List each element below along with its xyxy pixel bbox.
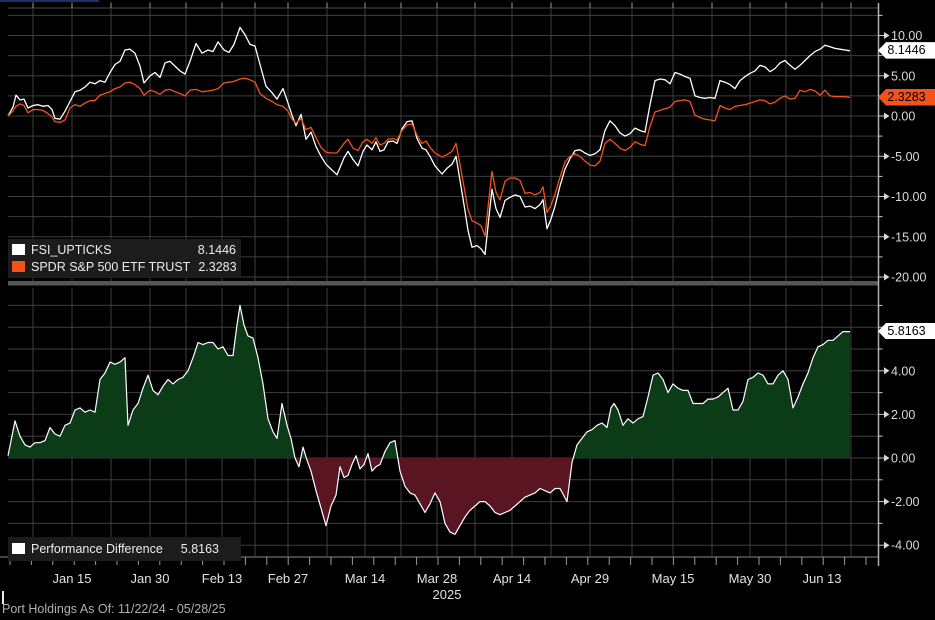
last-value-badge-fsi: 8.1446 [878,42,935,59]
legend-value: 2.3283 [198,259,237,274]
legend-label: SPDR S&P 500 ETF TRUST [31,259,191,274]
cursor-caret [2,591,4,604]
y-tick-arrow-icon [884,273,890,281]
y-tick-arrow-icon [884,498,890,506]
series-line-spdr [7,77,851,237]
y-tick-arrow-icon [884,541,890,549]
y-axis-label: 10.00 [891,29,922,43]
y-tick-arrow-icon [884,112,890,120]
perf-area-negative [8,458,850,535]
legend-value: 5.8163 [180,541,220,556]
y-axis-label: -5.00 [891,150,920,164]
y-axis-label: -2.00 [891,495,920,509]
y-tick-arrow-icon [884,72,890,80]
y-tick-arrow-icon [884,32,890,39]
y-axis-label: -10.00 [891,190,926,204]
legend-item-fsi-upticks[interactable]: FSI_UPTICKS 8.1446 [12,241,236,258]
y-tick-arrow-icon [884,233,890,241]
y-tick-arrow-icon [884,410,890,418]
series-line-fsi-upticks [7,26,851,256]
spdr-swatch-icon [12,261,25,272]
y-axis-label: 0.00 [891,452,915,466]
panel-divider [8,281,878,286]
last-value-badge-spdr: 2.3283 [878,89,935,106]
diff-swatch-icon [12,543,25,554]
y-axis-label: 5.00 [891,69,915,83]
window-edge-strip [0,0,99,2]
fsi-swatch-icon [12,244,25,255]
legend-item-spdr[interactable]: SPDR S&P 500 ETF TRUST 2.3283 [12,258,237,275]
legend-label: Performance Difference [31,541,163,556]
y-axis-label: 0.00 [891,110,915,124]
legend-item-performance-difference[interactable]: Performance Difference 5.8163 [12,540,236,557]
y-axis-label: 4.00 [891,364,915,378]
y-axis-label: -20.00 [891,271,926,285]
y-tick-arrow-icon [884,193,890,200]
y-axis-label: 2.00 [891,408,915,422]
last-value-badge-diff: 5.8163 [878,322,935,340]
perf-area-positive [8,305,850,458]
y-tick-arrow-icon [884,454,890,462]
status-bar: Port Holdings As Of: 11/22/24 - 05/28/25 [2,602,226,616]
y-axis-label: -4.00 [891,539,920,553]
legend-label: FSI_UPTICKS [31,242,112,257]
legend-value: 8.1446 [197,242,236,257]
top-panel-legend: FSI_UPTICKS 8.1446 SPDR S&P 500 ETF TRUS… [8,239,241,278]
y-tick-arrow-icon [884,367,890,375]
y-axis-label: -15.00 [891,230,926,244]
x-axis-year-label: 2025 [432,587,462,602]
bottom-panel-legend: Performance Difference 5.8163 [8,537,241,561]
perf-boundary-line [7,304,850,535]
y-tick-arrow-icon [884,152,890,160]
